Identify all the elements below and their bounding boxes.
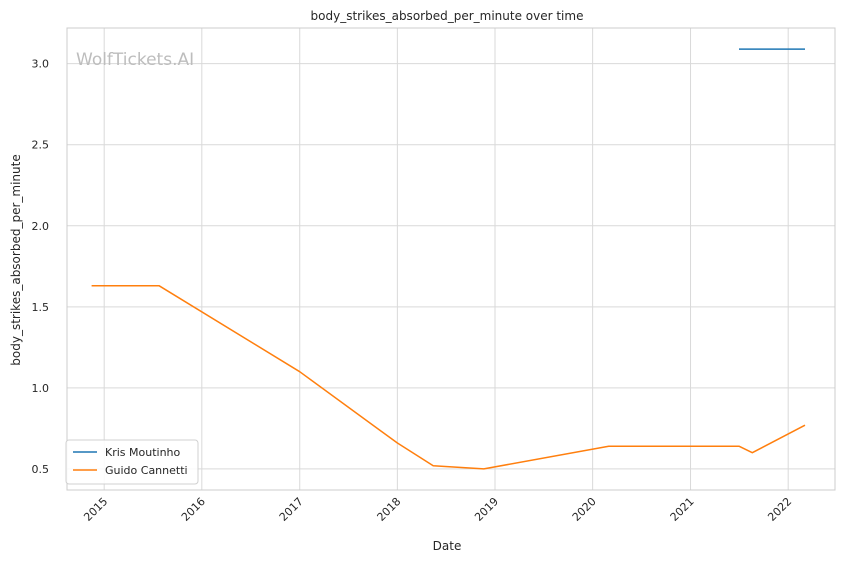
chart-title: body_strikes_absorbed_per_minute over ti… — [311, 9, 584, 23]
x-axis-label: Date — [433, 539, 462, 553]
series-layer — [91, 48, 806, 470]
legend-box — [65, 439, 199, 485]
series-line-1 — [91, 284, 806, 470]
plot-frame — [66, 27, 836, 491]
legend: Kris Moutinho Guido Cannetti — [65, 439, 199, 485]
y-tick-label: 2.0 — [32, 220, 50, 233]
y-tick-label: 1.0 — [32, 382, 50, 395]
legend-label: Kris Moutinho — [105, 446, 181, 459]
y-tick-label: 1.5 — [32, 301, 50, 314]
legend-label: Guido Cannetti — [105, 464, 188, 477]
y-tick-labels: 0.5 1.0 1.5 2.0 2.5 3.0 — [32, 58, 50, 476]
watermark: WolfTickets.AI — [76, 50, 194, 70]
y-tick-label: 2.5 — [32, 139, 50, 152]
y-axis-label: body_strikes_absorbed_per_minute — [9, 154, 23, 365]
y-tick-label: 0.5 — [32, 463, 50, 476]
y-tick-label: 3.0 — [32, 58, 50, 71]
